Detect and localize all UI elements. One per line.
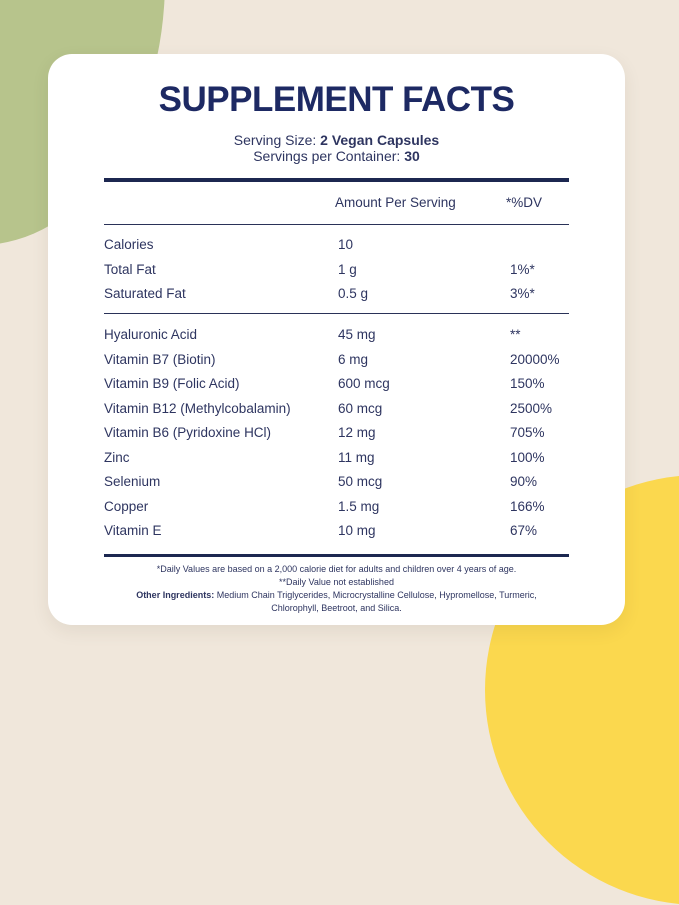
row-name: Vitamin E (104, 523, 162, 538)
serving-size-line: Serving Size: 2 Vegan Capsules (48, 132, 625, 148)
facts-table: Amount Per Serving *%DV Calories 10 Total … (104, 178, 569, 615)
row-name: Vitamin B7 (Biotin) (104, 351, 216, 367)
footnotes: *Daily Values are based on a 2,000 calor… (104, 563, 569, 615)
table-row: Hyaluronic Acid 45 mg ** (104, 323, 569, 348)
column-header-row: Amount Per Serving *%DV (104, 182, 569, 224)
row-name: Zinc (104, 449, 130, 465)
serving-size-value: 2 Vegan Capsules (320, 132, 440, 148)
row-dv: 166% (510, 498, 545, 514)
row-dv: 90% (510, 474, 538, 489)
divider-thick-bottom (104, 553, 569, 557)
serving-info: Serving Size: 2 Vegan Capsules Servings … (48, 132, 625, 164)
row-amount: 10 mg (338, 523, 376, 538)
table-row: Copper 1.5 mg 166% (104, 495, 569, 520)
table-row: Vitamin B12 (Methylcobalamin) 60 mcg 2500% (104, 397, 569, 422)
row-amount: 60 mcg (338, 400, 383, 416)
row-amount: 12 mg (338, 425, 376, 440)
row-amount: 6 mg (338, 351, 369, 367)
row-name: Copper (104, 498, 149, 514)
row-dv: 3%* (510, 286, 535, 301)
row-name: Vitamin B12 (Methylcobalamin) (104, 400, 291, 416)
other-ingredients-text: Medium Chain Triglycerides, Microcrystal… (214, 590, 537, 613)
other-ingredients-label: Other Ingredients: (136, 590, 215, 600)
row-dv: ** (510, 327, 521, 342)
actives-section: Hyaluronic Acid 45 mg ** Vitamin B7 (Biotin… (104, 314, 569, 554)
row-dv: 100% (510, 449, 545, 465)
row-amount: 0.5 g (338, 286, 369, 301)
row-name: Selenium (104, 474, 161, 489)
divider-thin-2 (104, 312, 569, 314)
row-amount: 11 mg (338, 449, 375, 465)
row-dv: 67% (510, 523, 538, 538)
row-name: Calories (104, 237, 154, 252)
row-amount: 50 mcg (338, 474, 383, 489)
table-row: Saturated Fat 0.5 g 3%* (104, 282, 569, 307)
table-row: Vitamin B9 (Folic Acid) 600 mcg 150% (104, 372, 569, 397)
table-row: Vitamin B6 (Pyridoxine HCl) 12 mg 705% (104, 421, 569, 446)
footnote-daily-values: *Daily Values are based on a 2,000 calor… (156, 564, 517, 574)
row-dv: 20000% (510, 351, 560, 367)
macros-section: Calories 10 Total Fat 1 g 1%* Saturated Fat 0.… (104, 225, 569, 313)
servings-per-container-label: Servings per Container: (253, 148, 405, 164)
table-row: Zinc 11 mg 100% (104, 446, 569, 471)
row-name: Vitamin B6 (Pyridoxine HCl) (104, 425, 272, 440)
column-header-dv: *%DV (506, 194, 543, 210)
table-row: Vitamin E 10 mg 67% (104, 519, 569, 544)
row-name: Total Fat (104, 261, 156, 277)
table-row: Total Fat 1 g 1%* (104, 258, 569, 283)
card-title: SUPPLEMENT FACTS (158, 80, 515, 119)
row-dv: 150% (510, 376, 545, 391)
divider-thin-1 (104, 223, 569, 225)
table-row: Selenium 50 mcg 90% (104, 470, 569, 495)
servings-per-container-line: Servings per Container: 30 (48, 148, 625, 164)
other-ingredients: Other Ingredients: Medium Chain Triglyce… (131, 589, 543, 615)
row-amount: 10 (338, 237, 354, 252)
row-amount: 1 g (338, 261, 357, 277)
row-amount: 45 mg (338, 327, 376, 342)
row-amount: 1.5 mg (338, 498, 380, 514)
divider-thick-top (104, 178, 569, 182)
serving-size-label: Serving Size: (233, 132, 321, 148)
row-dv: 705% (510, 425, 545, 440)
footnote-not-established: **Daily Value not established (279, 577, 394, 587)
row-dv: 1%* (510, 261, 535, 277)
row-name: Saturated Fat (104, 286, 186, 301)
row-amount: 600 mcg (338, 376, 390, 391)
servings-per-container-value: 30 (404, 148, 420, 164)
row-name: Vitamin B9 (Folic Acid) (104, 376, 240, 391)
table-row: Vitamin B7 (Biotin) 6 mg 20000% (104, 348, 569, 373)
supplement-facts-card: SUPPLEMENT FACTS Serving Size: 2 Vegan C… (48, 54, 625, 625)
table-row: Calories 10 (104, 233, 569, 258)
row-name: Hyaluronic Acid (104, 327, 198, 342)
column-header-amount: Amount Per Serving (335, 194, 456, 210)
row-dv: 2500% (510, 400, 553, 416)
